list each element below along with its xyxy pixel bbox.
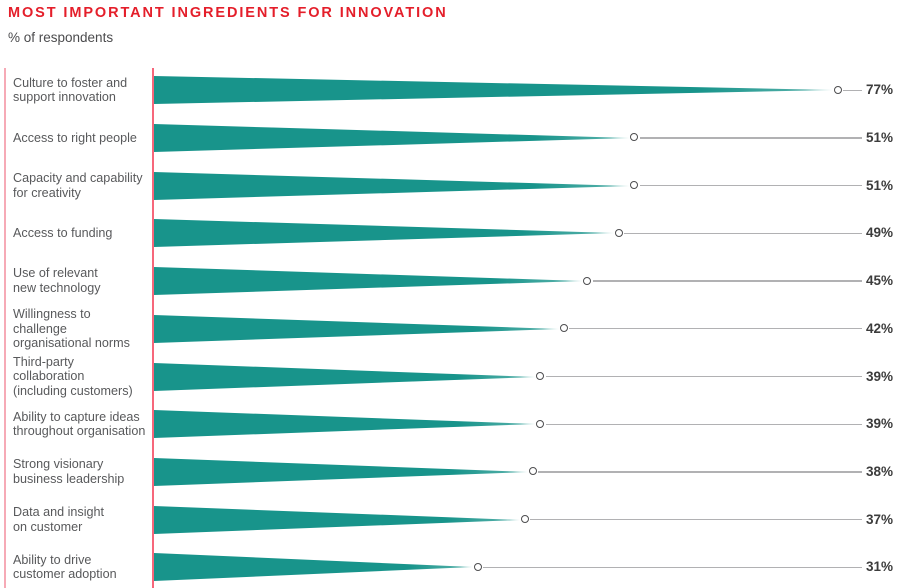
bar-wedge — [154, 553, 474, 582]
connector-line — [538, 471, 862, 473]
bar-wedge — [154, 76, 834, 105]
connector-line — [569, 328, 862, 330]
value-label: 31% — [866, 559, 894, 575]
bar-wedge — [154, 219, 615, 248]
value-label: 51% — [866, 177, 894, 193]
bar-wedge — [154, 362, 536, 391]
value-marker-circle — [630, 181, 639, 190]
left-accent-line — [4, 68, 6, 588]
value-label: 38% — [866, 463, 894, 479]
category-label: Access to funding — [13, 226, 113, 241]
value-label: 49% — [866, 225, 894, 241]
bar-wedge — [154, 410, 536, 439]
chart-title: MOST IMPORTANT INGREDIENTS FOR INNOVATIO… — [8, 5, 448, 21]
category-label: Ability to capture ideas throughout orga… — [13, 409, 146, 439]
category-label: Willingness to challenge organisational … — [13, 306, 130, 351]
bar-wedge — [154, 267, 583, 296]
value-marker-circle — [583, 276, 592, 285]
value-marker-circle — [833, 85, 842, 94]
value-label: 77% — [866, 82, 894, 98]
connector-line — [639, 137, 862, 139]
category-label: Capacity and capability for creativity — [13, 171, 143, 200]
connector-line — [545, 375, 862, 378]
value-label: 39% — [866, 368, 894, 384]
value-marker-circle — [559, 324, 568, 333]
category-label: Ability to drive customer adoption — [13, 552, 117, 582]
bar-wedge — [154, 123, 630, 152]
connector-line — [639, 184, 862, 187]
value-marker-circle — [528, 467, 537, 476]
value-label: 51% — [866, 129, 894, 145]
category-label: Use of relevant new technology — [13, 266, 101, 296]
category-label: Data and insight on customer — [13, 505, 105, 534]
connector-line — [545, 423, 862, 425]
connector-line — [530, 518, 862, 521]
category-label: Culture to foster and support innovation — [13, 75, 128, 105]
bar-wedge — [154, 457, 529, 486]
chart-subtitle: % of respondents — [8, 30, 114, 45]
bar-wedge — [154, 505, 521, 534]
category-label: Strong visionary business leadership — [13, 457, 125, 486]
value-label: 45% — [866, 273, 894, 289]
value-marker-circle — [536, 372, 545, 381]
bar-wedge — [154, 171, 630, 200]
category-label: Third-party collaboration (including cus… — [13, 354, 133, 398]
value-marker-circle — [630, 133, 639, 142]
value-label: 39% — [866, 416, 894, 432]
value-marker-circle — [520, 515, 529, 524]
value-marker-circle — [473, 562, 482, 571]
value-marker-circle — [536, 419, 545, 428]
bar-wedge — [154, 314, 560, 343]
value-label: 37% — [866, 511, 894, 527]
value-marker-circle — [614, 228, 623, 237]
connector-line — [592, 280, 862, 282]
connector-line — [843, 89, 862, 91]
value-label: 42% — [866, 320, 894, 336]
category-label: Access to right people — [13, 130, 137, 145]
connector-line — [483, 566, 862, 569]
connector-line — [624, 232, 862, 235]
axis-baseline — [152, 68, 154, 588]
